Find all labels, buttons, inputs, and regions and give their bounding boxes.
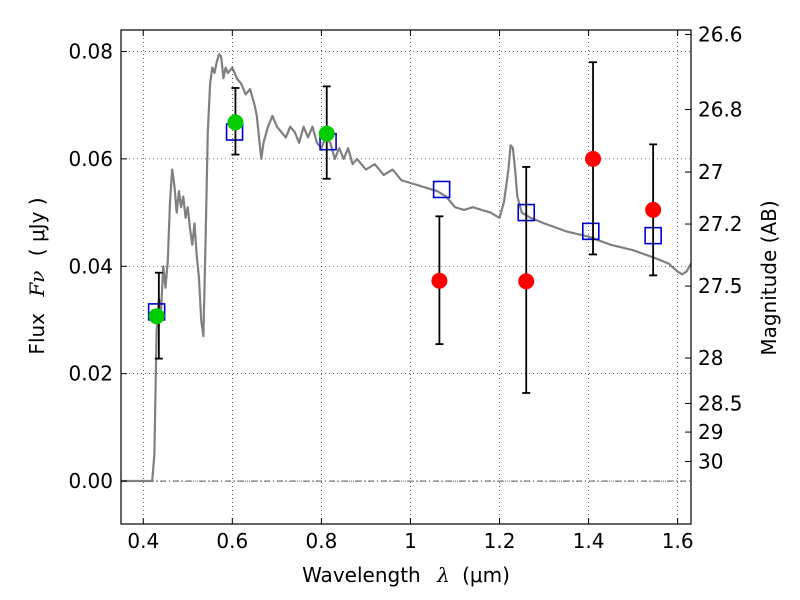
y-axis-right: 26.6 26.8 27 27.2 27.5 28 28.5 29 30 <box>685 22 743 474</box>
right-axis-title: Magnitude (AB) <box>757 200 781 355</box>
x-tick-label: 0.6 <box>216 529 248 553</box>
detection-point <box>227 114 244 131</box>
mag-tick-label: 30 <box>698 450 723 474</box>
upper-limit-point <box>518 273 535 290</box>
y-axis-left: 0.00 0.02 0.04 0.06 0.08 <box>68 39 127 493</box>
mag-tick-label: 27.2 <box>698 212 743 236</box>
y-tick-label: 0.00 <box>68 469 113 493</box>
x-axis: 0.4 0.6 0.8 1 1.2 1.4 1.6 <box>127 30 694 553</box>
model-photometry-square <box>432 180 451 199</box>
mag-tick-label: 28.5 <box>698 391 743 415</box>
x-tick-label: 0.4 <box>127 529 159 553</box>
x-tick-label: 1.4 <box>573 529 605 553</box>
x-tick-label: 1 <box>404 529 417 553</box>
y-axis-title-unit: ( μJy ) <box>25 197 49 256</box>
mag-tick-label: 26.8 <box>698 98 743 122</box>
x-axis-title: Wavelength λ (μm) <box>302 563 510 587</box>
x-tick-label: 0.8 <box>305 529 337 553</box>
x-axis-title-unit: (μm) <box>462 563 510 587</box>
mag-tick-label: 29 <box>698 420 723 444</box>
plot-area <box>121 53 691 483</box>
x-tick-label: 1.2 <box>484 529 516 553</box>
x-axis-title-symbol: λ <box>436 563 450 587</box>
y-axis-title-main: Flux <box>25 313 49 355</box>
y-axis-title-symbol: Fν <box>25 271 49 298</box>
plot-frame <box>120 29 692 525</box>
y-tick-label: 0.02 <box>68 362 113 386</box>
y-axis-title: Flux Fν ( μJy ) <box>25 197 49 354</box>
y-tick-label: 0.06 <box>68 147 113 171</box>
upper-limit-point <box>645 201 662 218</box>
y-tick-label: 0.08 <box>68 39 113 63</box>
upper-limit-point <box>431 272 448 289</box>
model-photometry-square <box>582 222 600 241</box>
model-spectrum-line <box>121 53 691 483</box>
mag-tick-label: 27.5 <box>698 274 743 298</box>
upper-limit-point <box>585 150 602 167</box>
mag-tick-label: 26.6 <box>698 22 743 46</box>
x-axis-title-main: Wavelength <box>302 563 421 587</box>
detection-point <box>318 125 335 142</box>
grid-lines <box>121 30 691 524</box>
x-tick-label: 1.6 <box>662 529 694 553</box>
mag-tick-label: 27 <box>698 160 723 184</box>
y-tick-label: 0.04 <box>68 254 113 278</box>
mag-tick-label: 28 <box>698 346 723 370</box>
detection-point <box>148 308 165 325</box>
